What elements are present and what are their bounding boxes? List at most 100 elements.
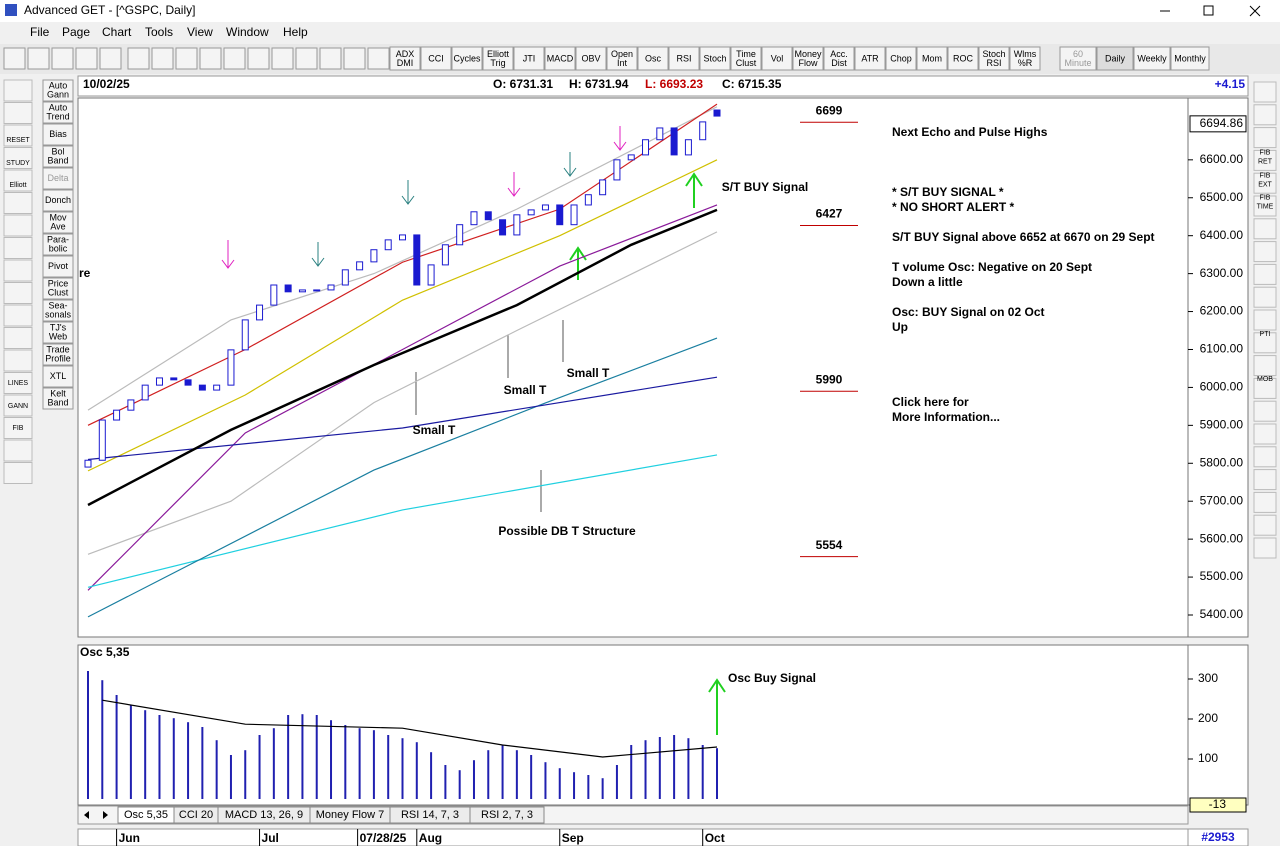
maximize-button[interactable]	[1203, 5, 1214, 16]
overlay-button[interactable]	[42, 233, 74, 256]
overlay-button[interactable]	[42, 277, 74, 300]
tool-icon-button[interactable]	[3, 102, 33, 124]
study-button[interactable]	[668, 46, 700, 71]
study-button[interactable]	[792, 46, 824, 71]
close-button[interactable]	[1249, 5, 1261, 17]
tool-icon-button[interactable]	[1253, 218, 1277, 240]
tool-icon-button[interactable]	[1253, 537, 1277, 559]
tool-icon-button[interactable]	[3, 259, 33, 282]
tool-icon-button[interactable]	[3, 214, 33, 237]
note-text[interactable]: More Information...	[892, 410, 1000, 424]
study-button[interactable]	[1009, 46, 1041, 71]
overlay-button[interactable]	[42, 387, 74, 410]
tool-icon-button[interactable]	[3, 327, 33, 349]
tool-icon-button[interactable]	[3, 124, 33, 147]
study-button[interactable]	[947, 46, 979, 71]
tool-icon-button[interactable]	[1253, 423, 1277, 445]
menu-item[interactable]: Help	[283, 25, 308, 39]
study-button[interactable]	[637, 46, 669, 71]
tool-icon-button[interactable]	[1253, 241, 1277, 263]
overlay-button[interactable]	[42, 101, 74, 124]
study-button[interactable]	[916, 46, 948, 71]
period-button[interactable]	[1096, 46, 1134, 71]
tool-icon-button[interactable]	[1253, 263, 1277, 285]
tool-icon-button[interactable]	[1253, 195, 1277, 217]
menu-item[interactable]: Page	[62, 25, 90, 39]
study-button[interactable]	[730, 46, 762, 71]
tool-icon-button[interactable]	[1253, 104, 1277, 126]
tool-icon-button[interactable]	[1253, 491, 1277, 513]
tool-icon-button[interactable]	[1253, 377, 1277, 399]
tool-icon-button[interactable]	[3, 394, 33, 417]
overlay-button[interactable]	[42, 145, 74, 168]
tool-icon-button[interactable]	[1253, 355, 1277, 377]
indicator-tab[interactable]	[469, 806, 545, 824]
study-button[interactable]	[389, 46, 421, 71]
study-button[interactable]	[854, 46, 886, 71]
tool-icon-button[interactable]	[151, 47, 174, 70]
overlay-button[interactable]	[42, 299, 74, 322]
overlay-button[interactable]	[42, 321, 74, 344]
menu-item[interactable]: View	[187, 25, 213, 39]
tool-icon-button[interactable]	[247, 47, 270, 70]
tool-icon-button[interactable]	[3, 79, 33, 102]
tool-icon-button[interactable]	[3, 304, 33, 327]
tool-icon-button[interactable]	[1253, 446, 1277, 468]
study-button[interactable]	[482, 46, 514, 71]
tool-icon-button[interactable]	[3, 47, 26, 70]
tool-icon-button[interactable]	[1253, 400, 1277, 422]
tool-icon-button[interactable]	[1253, 149, 1277, 171]
tool-icon-button[interactable]	[1253, 127, 1277, 149]
overlay-button[interactable]	[42, 167, 74, 190]
tool-icon-button[interactable]	[3, 462, 33, 484]
tool-icon-button[interactable]	[1253, 309, 1277, 331]
overlay-button[interactable]	[42, 343, 74, 366]
period-button[interactable]	[1059, 46, 1097, 71]
study-button[interactable]	[978, 46, 1010, 71]
tool-icon-button[interactable]	[319, 47, 342, 70]
study-button[interactable]	[699, 46, 731, 71]
overlay-button[interactable]	[42, 123, 74, 146]
tool-icon-button[interactable]	[199, 47, 222, 70]
tool-icon-button[interactable]	[3, 439, 33, 462]
study-button[interactable]	[575, 46, 607, 71]
tool-icon-button[interactable]	[99, 47, 122, 70]
menu-item[interactable]: Window	[226, 25, 269, 39]
note-text[interactable]: Click here for	[892, 395, 969, 409]
tool-icon-button[interactable]	[51, 47, 74, 70]
overlay-button[interactable]	[42, 189, 74, 212]
overlay-button[interactable]	[42, 211, 74, 234]
tool-icon-button[interactable]	[3, 417, 33, 439]
tool-icon-button[interactable]	[27, 47, 50, 70]
overlay-button[interactable]	[42, 365, 74, 388]
tool-icon-button[interactable]	[271, 47, 294, 70]
tool-icon-button[interactable]	[127, 47, 150, 70]
period-button[interactable]	[1170, 46, 1210, 71]
study-button[interactable]	[823, 46, 855, 71]
tool-icon-button[interactable]	[3, 349, 33, 372]
tool-icon-button[interactable]	[343, 47, 366, 70]
study-button[interactable]	[451, 46, 483, 71]
study-button[interactable]	[606, 46, 638, 71]
study-button[interactable]	[885, 46, 917, 71]
tool-icon-button[interactable]	[295, 47, 318, 70]
tool-icon-button[interactable]	[223, 47, 246, 70]
menu-item[interactable]: File	[30, 25, 50, 39]
tool-icon-button[interactable]	[1253, 514, 1277, 536]
tool-icon-button[interactable]	[3, 237, 33, 259]
study-button[interactable]	[761, 46, 793, 71]
tool-icon-button[interactable]	[1253, 172, 1277, 194]
study-button[interactable]	[513, 46, 545, 71]
tool-icon-button[interactable]	[1253, 286, 1277, 308]
tool-icon-button[interactable]	[3, 169, 33, 192]
study-button[interactable]	[420, 46, 452, 71]
tool-icon-button[interactable]	[3, 192, 33, 214]
period-button[interactable]	[1133, 46, 1171, 71]
tool-icon-button[interactable]	[367, 47, 390, 70]
overlay-button[interactable]	[42, 79, 74, 102]
overlay-button[interactable]	[42, 255, 74, 278]
tool-icon-button[interactable]	[1253, 469, 1277, 491]
tool-icon-button[interactable]	[3, 372, 33, 394]
study-button[interactable]	[544, 46, 576, 71]
tool-icon-button[interactable]	[3, 147, 33, 169]
